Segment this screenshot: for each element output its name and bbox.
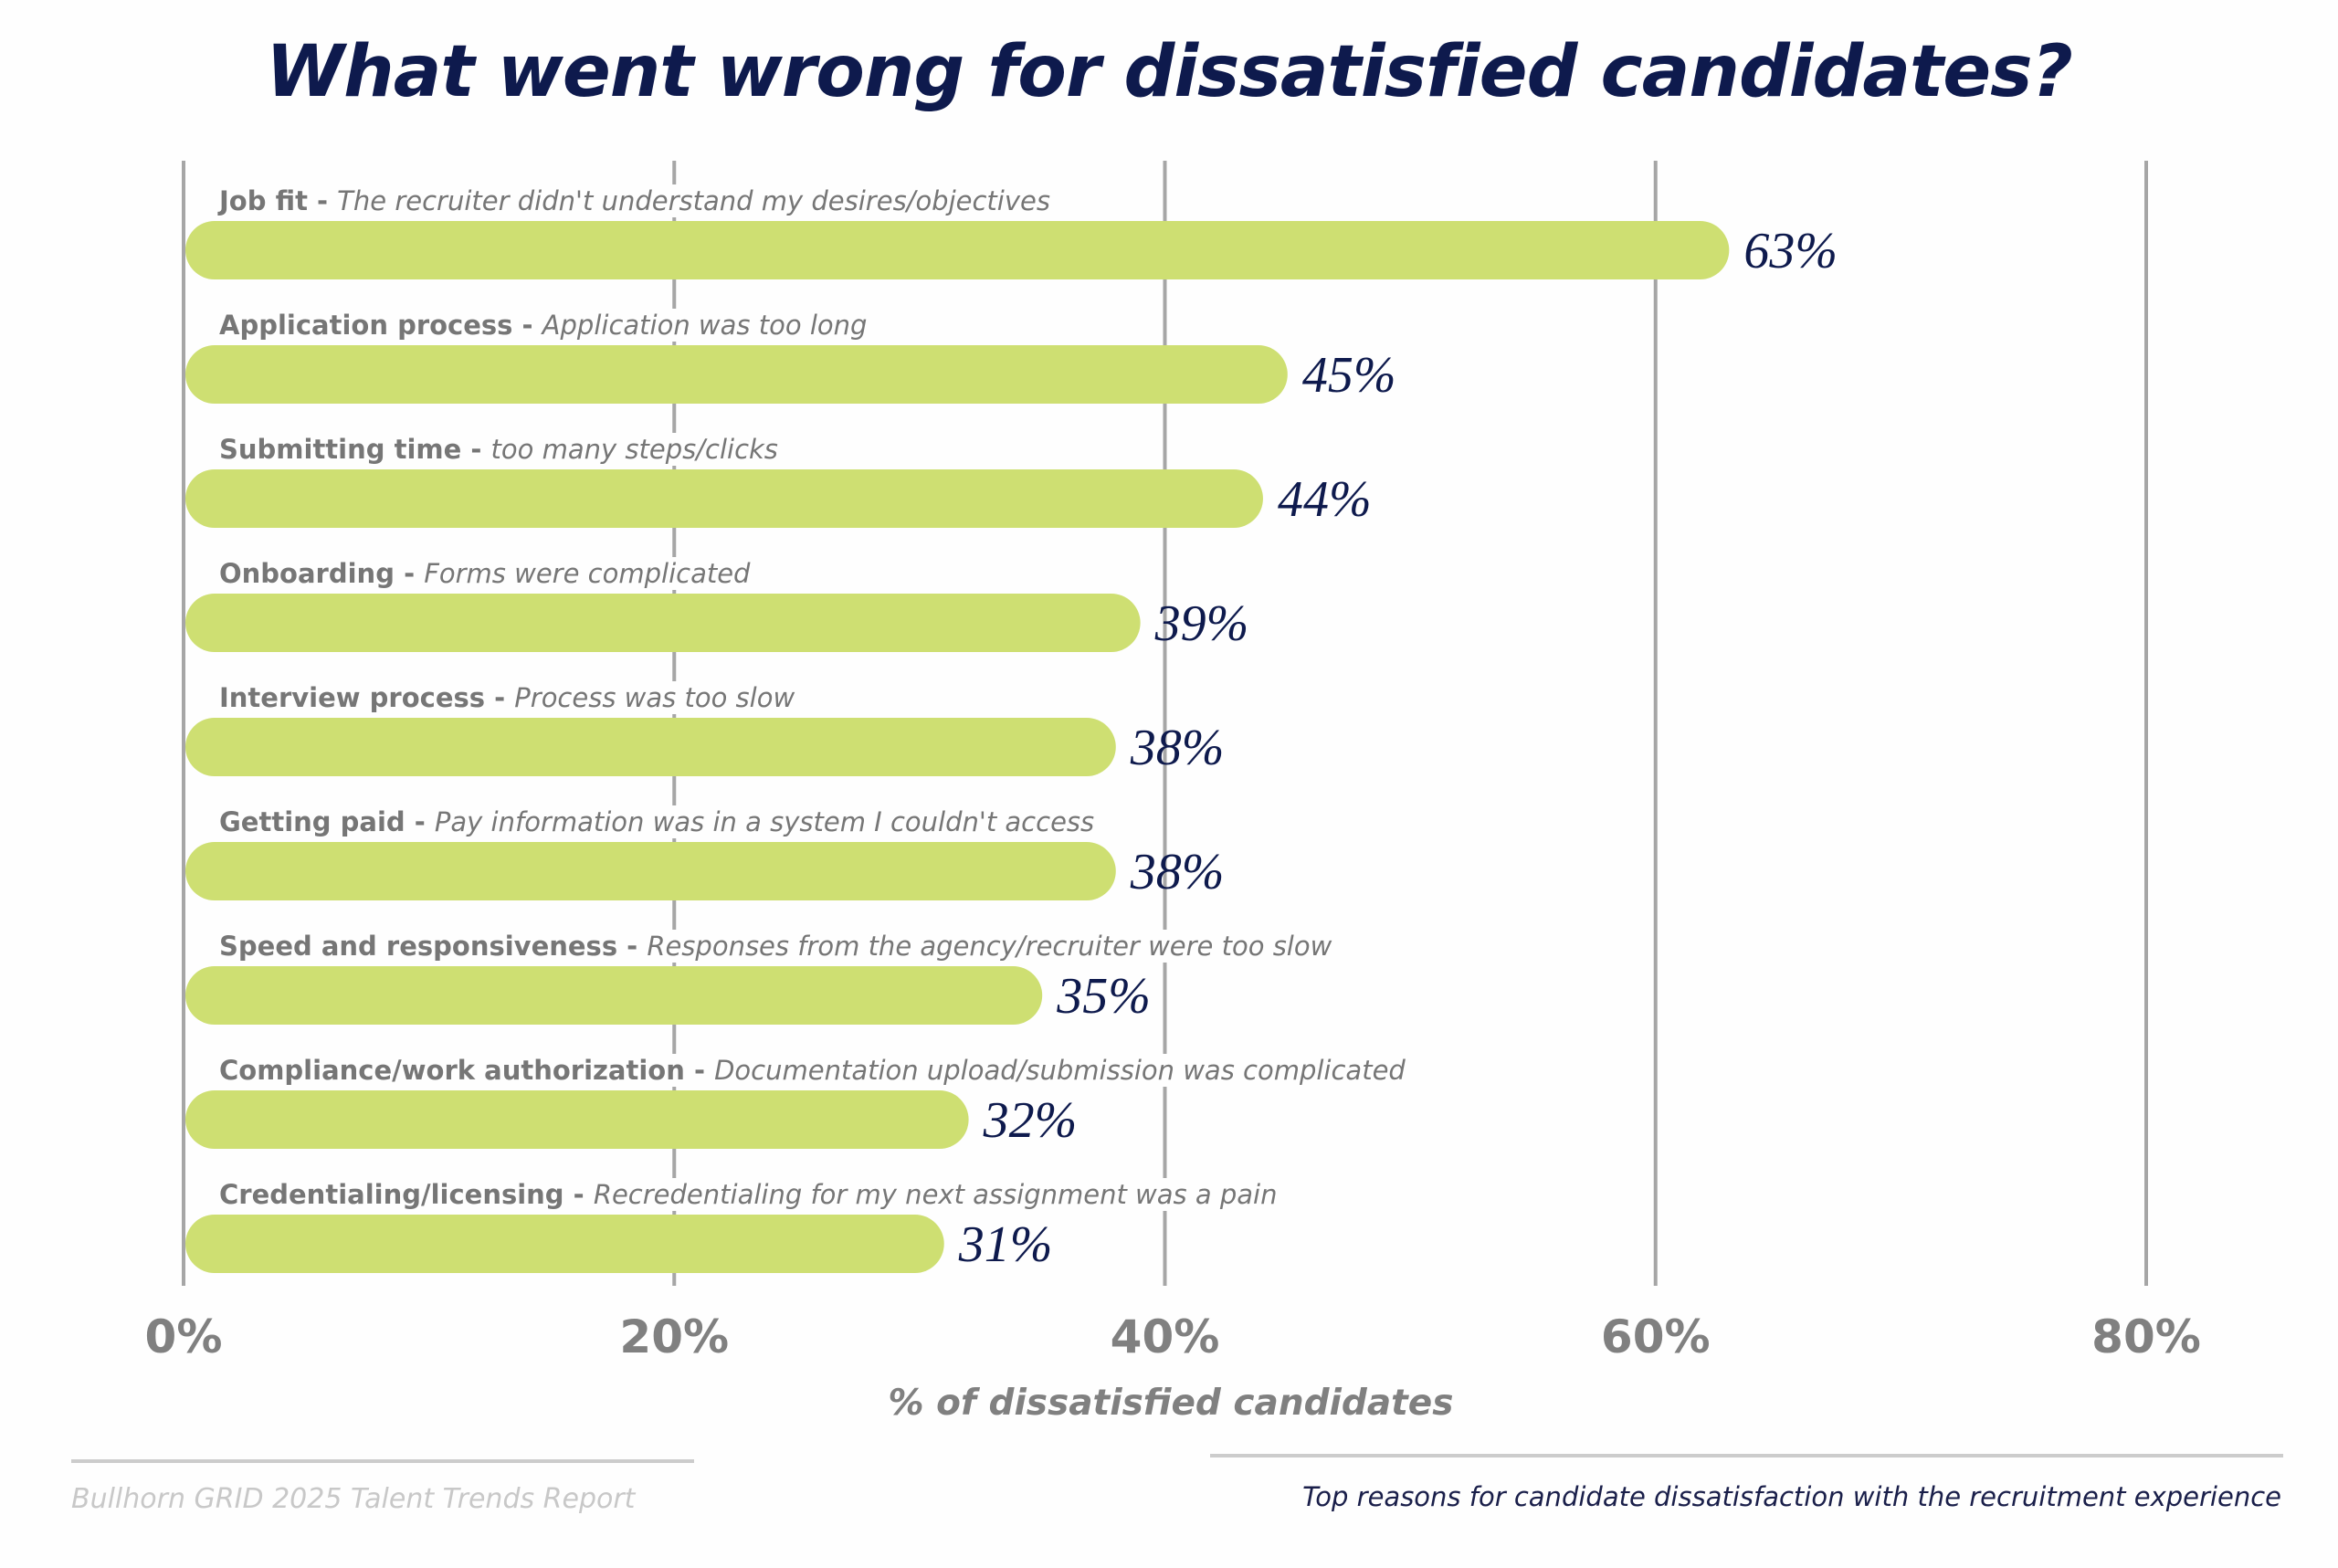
x-tick-label: 0%	[145, 1310, 223, 1363]
category-separator: -	[485, 682, 514, 713]
value-labels: 63% 45% 44% 39% 38% 38% 35% 32% 31%	[958, 223, 1838, 1273]
footer-caption: Top reasons for candidate dissatisfactio…	[1302, 1481, 2281, 1512]
category-label-text: Application process - Application was to…	[219, 310, 867, 341]
category-separator: -	[564, 1179, 594, 1210]
category-label: Getting paid - Pay information was in a …	[216, 805, 1099, 838]
category-name: Interview process	[219, 682, 485, 713]
category-label: Job fit - The recruiter didn't understan…	[216, 184, 1054, 217]
category-label-background	[216, 433, 782, 466]
bar	[185, 718, 1116, 776]
category-name: Submitting time	[219, 434, 461, 465]
footer-right-divider	[1210, 1454, 2283, 1458]
category-name: Onboarding	[219, 558, 395, 589]
category-label: Credentialing/licensing - Recredentialin…	[216, 1178, 1281, 1211]
bar	[185, 469, 1263, 528]
x-tick-label: 40%	[1111, 1310, 1220, 1363]
category-label: Application process - Application was to…	[216, 309, 871, 342]
category-description: too many steps/clicks	[491, 434, 778, 465]
category-label: Compliance/work authorization - Document…	[216, 1054, 1409, 1087]
category-separator: -	[617, 931, 647, 962]
value-label: 45%	[1302, 347, 1396, 404]
category-description: Documentation upload/submission was comp…	[714, 1055, 1406, 1086]
category-labels: Job fit - The recruiter didn't understan…	[216, 184, 1409, 1211]
x-tick-label: 20%	[619, 1310, 729, 1363]
bar	[185, 221, 1730, 279]
bar	[185, 345, 1288, 404]
bar	[185, 594, 1141, 652]
value-label: 35%	[1056, 968, 1151, 1025]
category-label-text: Submitting time - too many steps/clicks	[219, 434, 778, 465]
category-description: Pay information was in a system I couldn…	[435, 806, 1094, 837]
category-separator: -	[512, 310, 542, 341]
category-description: Forms were complicated	[424, 558, 751, 589]
value-label: 38%	[1130, 720, 1225, 776]
category-separator: -	[405, 806, 435, 837]
category-separator: -	[685, 1055, 714, 1086]
category-description: The recruiter didn't understand my desir…	[337, 185, 1050, 216]
category-label: Submitting time - too many steps/clicks	[216, 433, 782, 466]
category-label-background	[216, 805, 1099, 838]
category-label-background	[216, 309, 871, 342]
value-label: 32%	[983, 1092, 1078, 1149]
category-label-background	[216, 681, 799, 714]
category-description: Responses from the agency/recruiter were…	[647, 931, 1332, 962]
category-label-text: Onboarding - Forms were complicated	[219, 558, 751, 589]
bar	[185, 1090, 969, 1149]
footer-source: Bullhorn GRID 2025 Talent Trends Report	[71, 1483, 636, 1515]
category-label-text: Compliance/work authorization - Document…	[219, 1055, 1406, 1086]
value-label: 63%	[1743, 223, 1838, 279]
x-tick-label: 80%	[2091, 1310, 2201, 1363]
category-description: Recredentialing for my next assignment w…	[594, 1179, 1278, 1210]
category-name: Speed and responsiveness	[219, 931, 617, 962]
x-axis-ticks: 0% 20% 40% 60% 80%	[145, 1310, 2201, 1363]
category-separator: -	[308, 185, 337, 216]
category-label-text: Job fit - The recruiter didn't understan…	[217, 185, 1050, 216]
category-name: Compliance/work authorization	[219, 1055, 685, 1086]
category-label: Onboarding - Forms were complicated	[216, 557, 754, 590]
category-description: Application was too long	[541, 310, 868, 341]
value-label: 31%	[958, 1216, 1053, 1273]
x-tick-label: 60%	[1601, 1310, 1711, 1363]
bar	[185, 1215, 944, 1273]
category-label-background	[216, 1178, 1281, 1211]
footer-left-divider	[71, 1459, 694, 1463]
category-name: Application process	[219, 310, 512, 341]
chart-title: What went wrong for dissatisfied candida…	[266, 31, 2073, 113]
value-label: 39%	[1154, 595, 1249, 652]
category-name: Job fit	[217, 185, 308, 216]
category-label-text: Credentialing/licensing - Recredentialin…	[219, 1179, 1277, 1210]
category-label: Interview process - Process was too slow	[216, 681, 799, 714]
category-label-text: Interview process - Process was too slow	[219, 682, 795, 713]
category-description: Process was too slow	[514, 682, 795, 713]
category-separator: -	[395, 558, 424, 589]
category-label-background	[216, 184, 1054, 217]
category-separator: -	[461, 434, 490, 465]
category-label-background	[216, 557, 754, 590]
bar	[185, 966, 1043, 1025]
value-label: 44%	[1278, 471, 1372, 528]
category-label: Speed and responsiveness - Responses fro…	[216, 930, 1336, 963]
category-name: Getting paid	[219, 806, 405, 837]
bar	[185, 842, 1116, 900]
category-name: Credentialing/licensing	[219, 1179, 564, 1210]
category-label-background	[216, 930, 1336, 963]
x-axis-title: % of dissatisfied candidates	[889, 1383, 1454, 1424]
bars	[185, 221, 1730, 1273]
category-label-text: Speed and responsiveness - Responses fro…	[219, 931, 1332, 962]
category-label-background	[216, 1054, 1409, 1087]
value-label: 38%	[1130, 844, 1225, 900]
category-label-text: Getting paid - Pay information was in a …	[219, 806, 1094, 837]
